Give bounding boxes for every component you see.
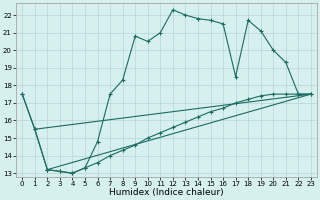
- X-axis label: Humidex (Indice chaleur): Humidex (Indice chaleur): [109, 188, 224, 197]
